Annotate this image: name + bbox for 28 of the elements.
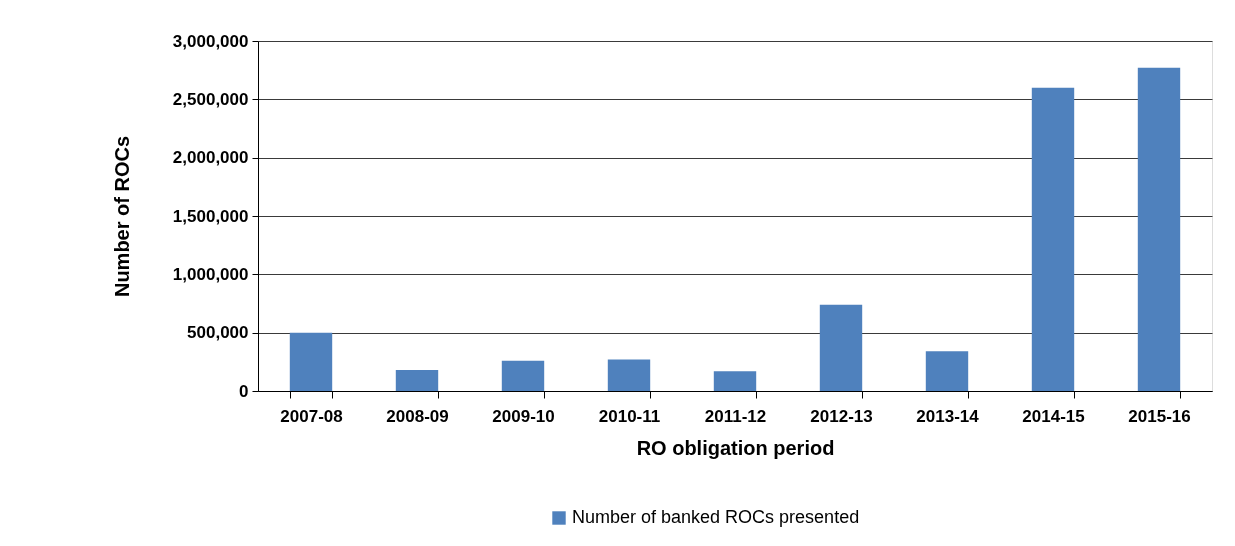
- x-tick-label: 2008-09: [386, 406, 449, 426]
- bar: [713, 371, 757, 391]
- x-tick-label: 2015-16: [1128, 406, 1191, 426]
- bar: [1137, 67, 1181, 391]
- y-tick-label: 0: [239, 381, 249, 401]
- bar: [395, 370, 439, 391]
- legend-label: Number of banked ROCs presented: [572, 507, 860, 527]
- x-tick-label: 2014-15: [1022, 406, 1085, 426]
- x-tick-label: 2013-14: [916, 406, 980, 426]
- x-tick-label: 2011-12: [704, 406, 767, 426]
- x-axis-title: RO obligation period: [636, 436, 835, 459]
- x-tick-label: 2009-10: [492, 406, 555, 426]
- y-tick-label: 3,000,000: [172, 31, 249, 51]
- x-tick-label: 2010-11: [598, 406, 661, 426]
- x-tick-label: 2012-13: [810, 406, 873, 426]
- bar: [925, 351, 969, 391]
- y-tick-label: 500,000: [187, 323, 249, 343]
- x-tick-label: 2007-08: [280, 406, 343, 426]
- y-tick-label: 2,000,000: [172, 148, 249, 168]
- bar: [607, 359, 651, 391]
- bar: [501, 360, 545, 391]
- y-tick-label: 2,500,000: [172, 89, 249, 109]
- bar: [1031, 87, 1075, 391]
- y-tick-label: 1,000,000: [172, 264, 249, 284]
- y-tick-label: 1,500,000: [172, 206, 249, 226]
- y-axis-title: Number of ROCs: [110, 135, 133, 298]
- bar: [289, 332, 333, 391]
- bar: [819, 304, 863, 391]
